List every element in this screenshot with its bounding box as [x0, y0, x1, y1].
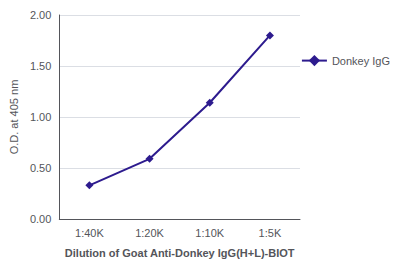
svg-text:1.50: 1.50: [30, 60, 51, 72]
svg-text:1:20K: 1:20K: [135, 227, 164, 239]
svg-text:0.00: 0.00: [30, 213, 51, 225]
svg-text:1.00: 1.00: [30, 111, 51, 123]
svg-text:Dilution of Goat Anti-Donkey I: Dilution of Goat Anti-Donkey IgG(H+L)-BI…: [65, 247, 295, 259]
svg-text:0.50: 0.50: [30, 162, 51, 174]
svg-text:1:10K: 1:10K: [195, 227, 224, 239]
svg-text:1:40K: 1:40K: [75, 227, 104, 239]
svg-text:1:5K: 1:5K: [259, 227, 282, 239]
svg-text:O.D. at 405 nm: O.D. at 405 nm: [8, 80, 20, 155]
svg-text:2.00: 2.00: [30, 9, 51, 21]
svg-text:Donkey IgG: Donkey IgG: [332, 55, 390, 67]
